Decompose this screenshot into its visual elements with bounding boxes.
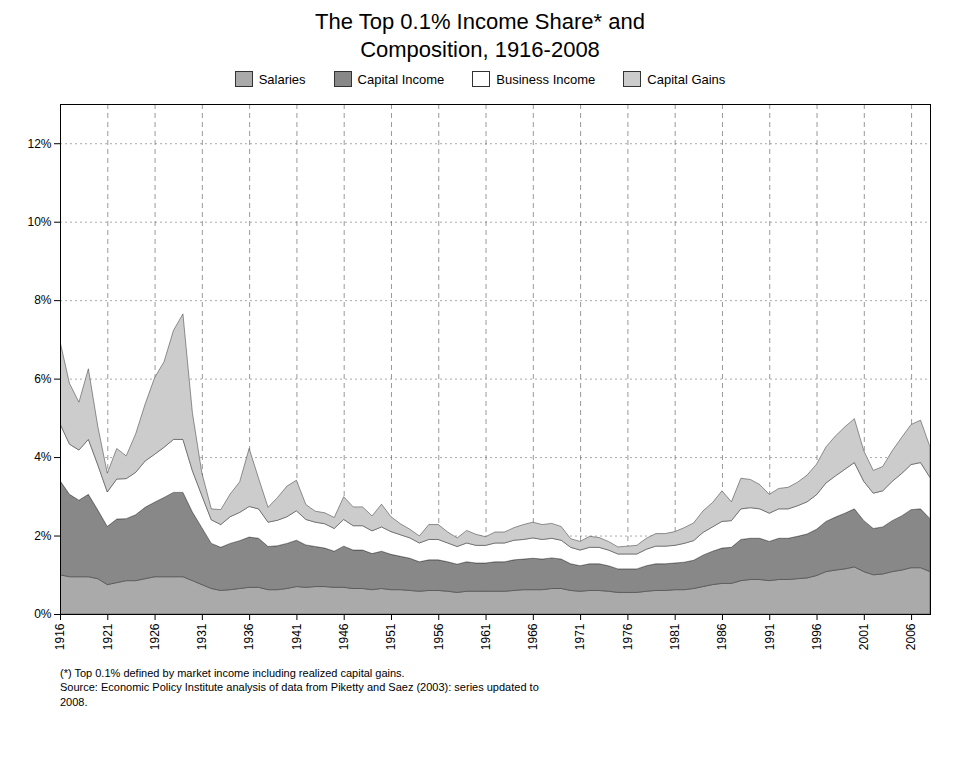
svg-text:2006: 2006 [904,623,918,650]
svg-text:1976: 1976 [621,623,635,650]
svg-text:2001: 2001 [857,623,871,650]
html-text:Salaries: Salaries [258,71,306,87]
svg-text:4%: 4% [34,450,52,464]
svg-text:1951: 1951 [384,623,398,650]
svg-text:1936: 1936 [242,623,256,650]
svg-text:1956: 1956 [432,623,446,650]
svg-text:1931: 1931 [195,623,209,650]
svg-text:1961: 1961 [479,623,493,650]
html-text:Business Income: Business Income [496,71,596,87]
svg-text:1921: 1921 [101,623,115,650]
html-text:Capital Gains: Capital Gains [647,71,726,87]
html-text:Capital Income: Capital Income [357,71,445,87]
svg-text:10%: 10% [27,215,51,229]
svg-text:1946: 1946 [337,623,351,650]
svg-text:1971: 1971 [573,623,587,650]
svg-text:0%: 0% [34,607,52,621]
svg-text:1916: 1916 [53,623,67,650]
svg-text:8%: 8% [34,293,52,307]
html-text:(*) Top 0.1% defined by market: (*) Top 0.1% defined by market income in… [60,667,539,708]
svg-text:12%: 12% [27,137,51,151]
svg-text:1986: 1986 [715,623,729,650]
svg-text:1966: 1966 [526,623,540,650]
svg-text:1996: 1996 [810,623,824,650]
svg-text:2%: 2% [34,529,52,543]
svg-text:1981: 1981 [668,623,682,650]
svg-text:6%: 6% [34,372,52,386]
svg-text:1941: 1941 [290,623,304,650]
html-text:The Top 0.1% Income Share* and: The Top 0.1% Income Share* and Compositi… [315,9,645,62]
svg-text:1926: 1926 [148,623,162,650]
svg-text:1991: 1991 [763,623,777,650]
